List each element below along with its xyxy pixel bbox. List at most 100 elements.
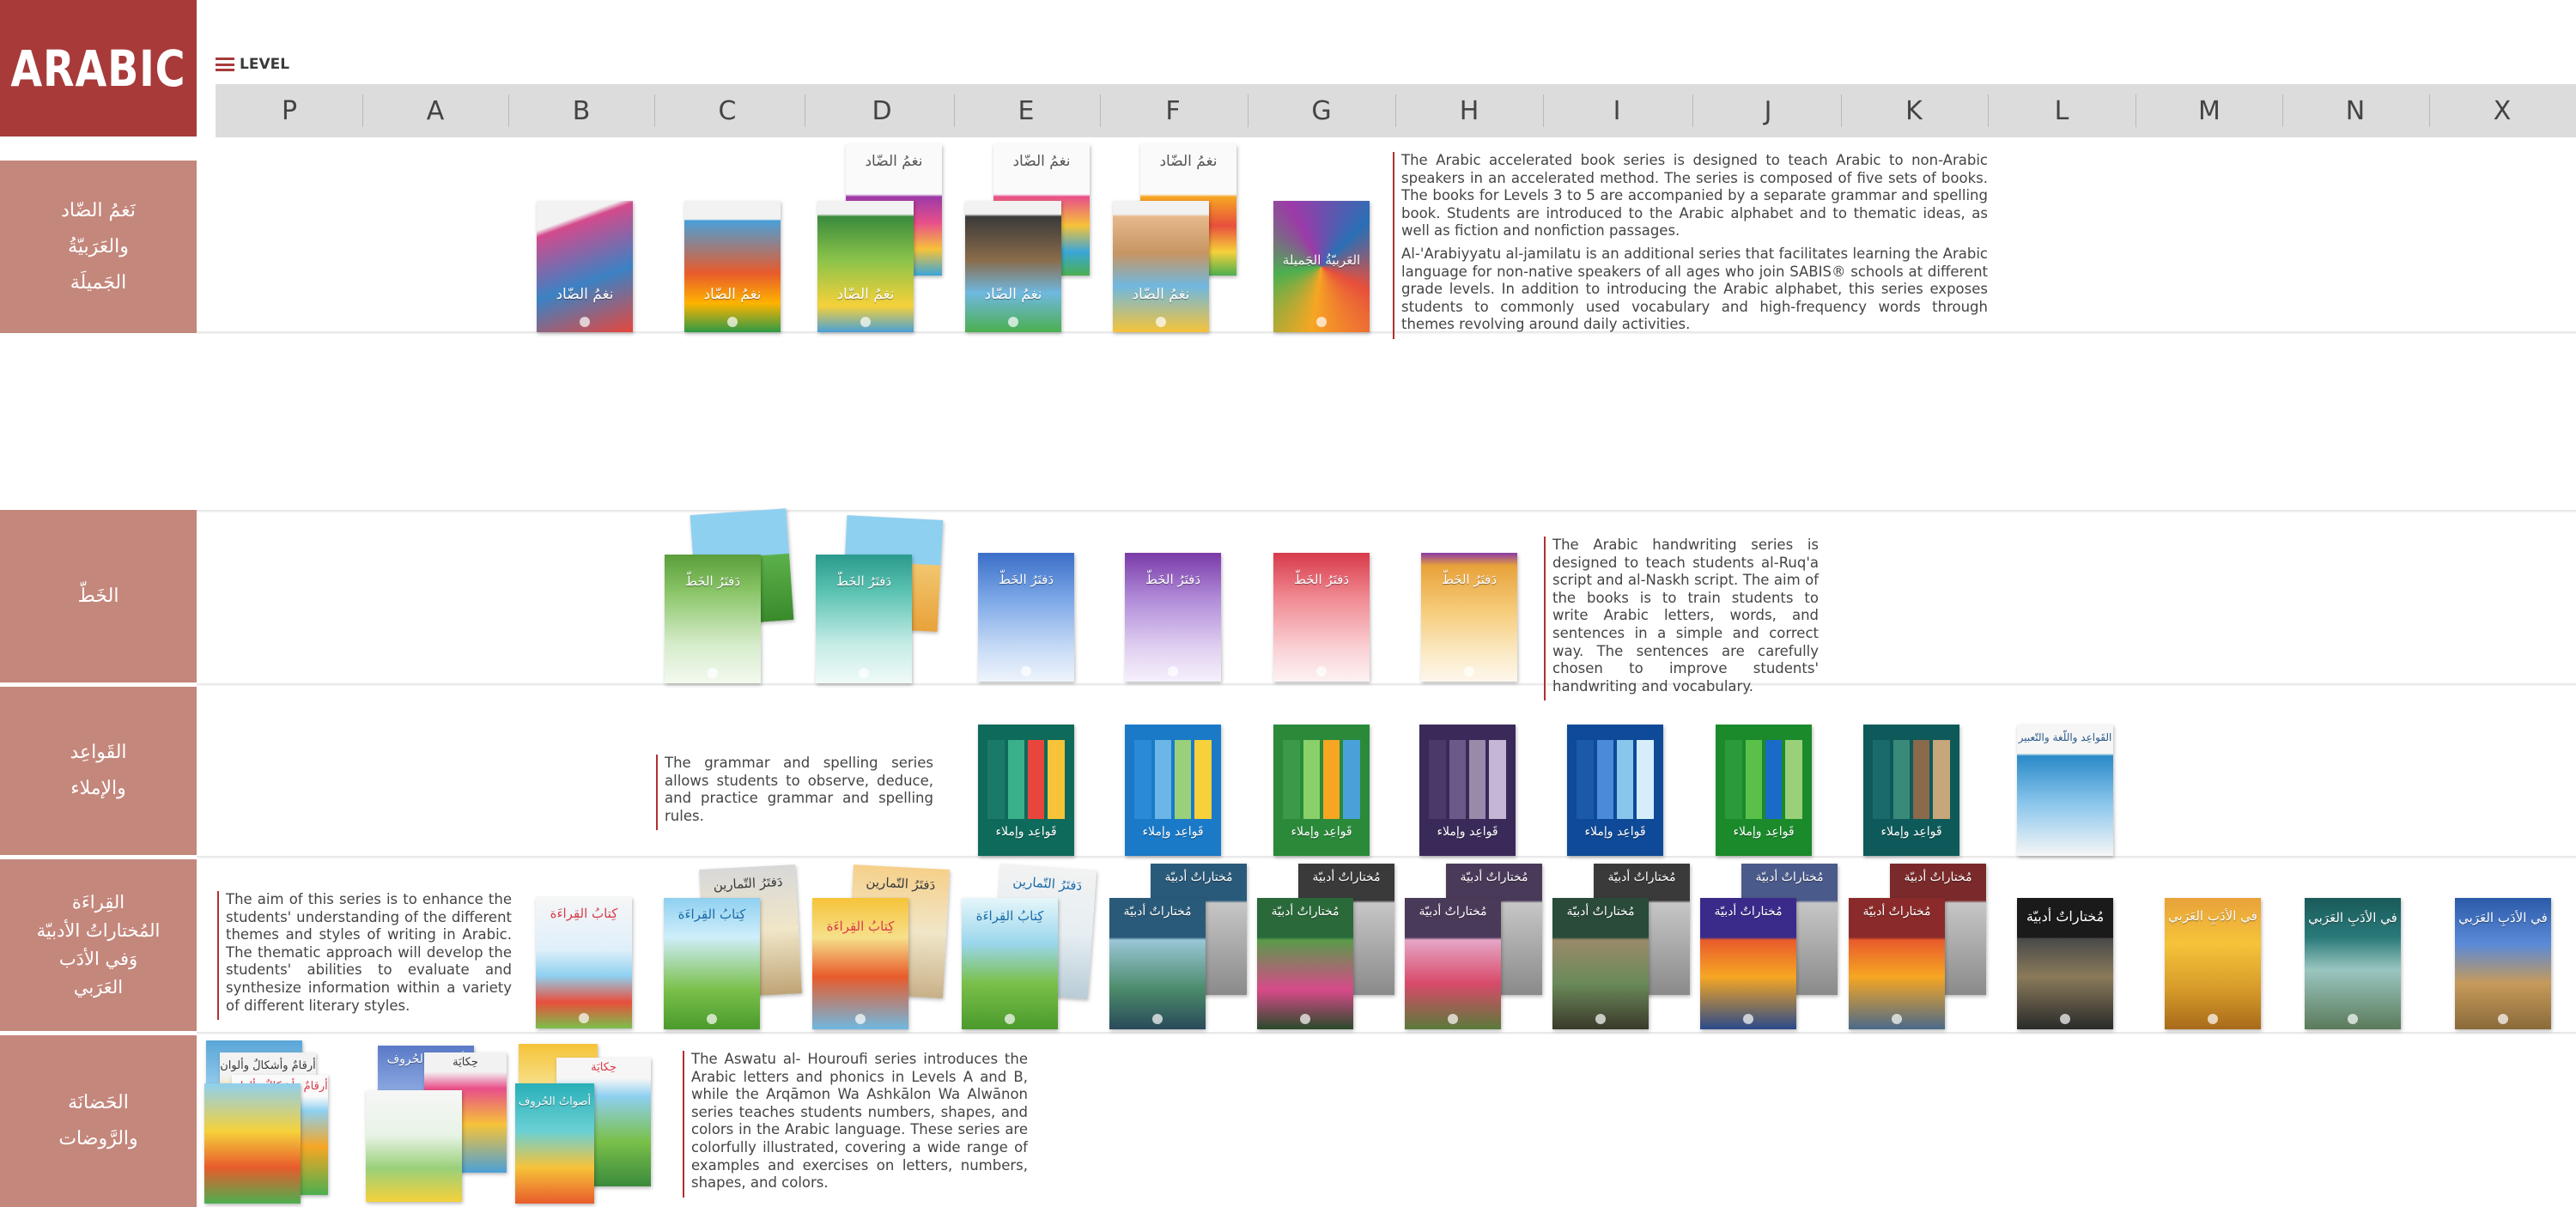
book-title: دَفتَرُ الخَطّ <box>1293 572 1350 587</box>
book-adab-n: في الأدَبِ العَرَبي <box>2305 898 2401 1029</box>
book-title: قَواعِد وإملاء <box>1142 825 1204 839</box>
publisher-logo-icon <box>1156 317 1166 327</box>
row-divider <box>197 510 2576 513</box>
level-e: E <box>1018 95 1035 126</box>
publisher-logo-icon <box>2348 1014 2358 1024</box>
cover-art <box>1429 740 1506 820</box>
book-mukhtarat-3: مُختاراتٌ أدبيّة <box>1552 898 1649 1029</box>
publisher-logo-icon <box>1464 666 1474 676</box>
publisher-logo-icon <box>1448 1014 1458 1024</box>
publisher-logo-icon <box>2060 1014 2070 1024</box>
book-mukhtarat-1: مُختاراتٌ أدبيّة <box>1257 898 1353 1029</box>
book-mukhtarat-l: مُختاراتٌ أدبيّة <box>2017 898 2113 1029</box>
description-handwriting: The Arabic handwriting series is designe… <box>1544 537 1819 701</box>
book-khatt-c: دَفتَرُ الخَطّ <box>665 555 761 683</box>
level-legend: LEVEL <box>216 55 289 74</box>
book-title: أرقامٌ وأشكالٌ وألوان <box>220 1059 316 1072</box>
level-m: M <box>2198 95 2221 126</box>
publisher-logo-icon <box>1005 1014 1015 1024</box>
level-separator <box>2282 94 2283 127</box>
book-mukhtarat-5: مُختاراتٌ أدبيّة <box>1849 898 1945 1029</box>
book-title: مُختاراتٌ أدبيّة <box>1271 905 1340 919</box>
level-separator <box>1395 94 1396 127</box>
book-qawaid-6: قَواعِد وإملاء <box>1863 725 1959 856</box>
description-paragraph: Al-'Arabiyyatu al-jamilatu is an additio… <box>1401 245 1988 333</box>
cover-art <box>1134 740 1212 820</box>
publisher-logo-icon <box>1892 1014 1902 1024</box>
book-title: في الأدَبِ العَرَبي <box>2308 910 2397 925</box>
menu-lines-icon <box>216 58 234 71</box>
book-title: قَواعِد وإملاء <box>1437 825 1498 839</box>
level-i: I <box>1613 95 1621 126</box>
book-qawaid-0: قَواعِد وإملاء <box>978 725 1074 856</box>
book-title: دَفتَرُ التّمارين <box>713 873 783 894</box>
level-separator <box>1247 94 1249 127</box>
book-mukhtarat-2: مُختاراتٌ أدبيّة <box>1405 898 1501 1029</box>
book-title: دَفتَرُ التّمارين <box>1012 873 1083 894</box>
book-title: مُختاراتٌ أدبيّة <box>1460 870 1528 884</box>
level-separator <box>954 94 955 127</box>
level-separator <box>362 94 363 127</box>
book-title: نغمُ الضّاد <box>984 286 1042 303</box>
book-title: نغمُ الضّاد <box>1159 153 1218 170</box>
publisher-logo-icon <box>707 1014 717 1024</box>
book-naghm-e: نغمُ الضّاد <box>965 201 1061 332</box>
publisher-logo-icon <box>580 317 590 327</box>
level-separator <box>1099 94 1101 127</box>
description-paragraph: The Arabic handwriting series is designe… <box>1552 537 1819 694</box>
level-g: G <box>1311 95 1332 126</box>
publisher-logo-icon <box>2498 1014 2508 1024</box>
publisher-logo-icon <box>1008 317 1018 327</box>
book-mukhtarat-0: مُختاراتٌ أدبيّة <box>1109 898 1206 1029</box>
book-title: نغمُ الضّاد <box>836 286 895 303</box>
book-title: العَربيّةُ الجَميلة <box>1282 252 1361 268</box>
level-separator <box>1841 94 1842 127</box>
book-qiraa-d: كِتابُ القِراءَة <box>812 898 908 1029</box>
book-title: أصواتُ الحُروف <box>518 1095 592 1108</box>
book-title: مُختاراتٌ أدبيّة <box>1419 905 1487 919</box>
book-naghm-d: نغمُ الضّاد <box>817 201 914 332</box>
level-l: L <box>2054 95 2069 126</box>
book-title: نغمُ الضّاد <box>703 286 762 303</box>
publisher-logo-icon <box>1300 1014 1310 1024</box>
book-title: مُختاراتٌ أدبيّة <box>1904 870 1972 884</box>
book-qiraa-c: كِتابُ القِراءَة <box>664 898 760 1029</box>
book-title: القَواعِد واللّغة والتّعبير <box>2018 731 2112 743</box>
level-separator <box>1543 94 1544 127</box>
cover-art <box>1577 740 1654 820</box>
book-adab-x: في الأدَبِ العَرَبي <box>2455 898 2551 1029</box>
row-label-accelerated: نَغمُ الضّاد والعَرَبيّةُ الجَميلَة <box>0 161 197 333</box>
publisher-logo-icon <box>860 317 871 327</box>
book-khatt-d: دَفتَرُ الخَطّ <box>816 555 912 683</box>
description-grammar: The grammar and spelling series allows s… <box>656 755 933 831</box>
level-p: P <box>281 95 298 126</box>
book-nursery-2c <box>366 1090 462 1202</box>
book-title: دَفتَرُ الخَطّ <box>1441 572 1498 587</box>
book-khatt-e: دَفتَرُ الخَطّ <box>978 553 1074 682</box>
book-title: نغمُ الضّاد <box>556 286 614 303</box>
level-c: C <box>718 95 737 126</box>
publisher-logo-icon <box>1595 1014 1606 1024</box>
book-qawaid-4: قَواعِد وإملاء <box>1567 725 1663 856</box>
row-label-grammar: القَواعِد والإملاء <box>0 687 197 855</box>
level-j: J <box>1764 95 1772 126</box>
book-title: مُختاراتٌ أدبيّة <box>1755 870 1824 884</box>
subject-title: ARABIC <box>0 0 197 136</box>
book-khatt-f: دَفتَرُ الخَطّ <box>1125 553 1221 682</box>
publisher-logo-icon <box>1152 1014 1163 1024</box>
publisher-logo-icon <box>727 317 738 327</box>
level-separator <box>2428 94 2430 127</box>
book-title: دَفتَرُ الخَطّ <box>998 572 1054 587</box>
row-divider <box>197 1032 2576 1034</box>
book-title: قَواعِد وإملاء <box>1584 825 1646 839</box>
description-paragraph: The grammar and spelling series allows s… <box>665 755 933 824</box>
publisher-logo-icon <box>859 668 869 678</box>
level-separator <box>508 94 509 127</box>
level-legend-label: LEVEL <box>240 56 290 73</box>
publisher-logo-icon <box>1316 666 1327 676</box>
book-qawaid-2: قَواعِد وإملاء <box>1273 725 1370 856</box>
book-title: مُختاراتٌ أدبيّة <box>1566 905 1635 919</box>
publisher-logo-icon <box>855 1014 866 1024</box>
level-k: K <box>1905 95 1923 126</box>
row-divider <box>197 331 2576 334</box>
